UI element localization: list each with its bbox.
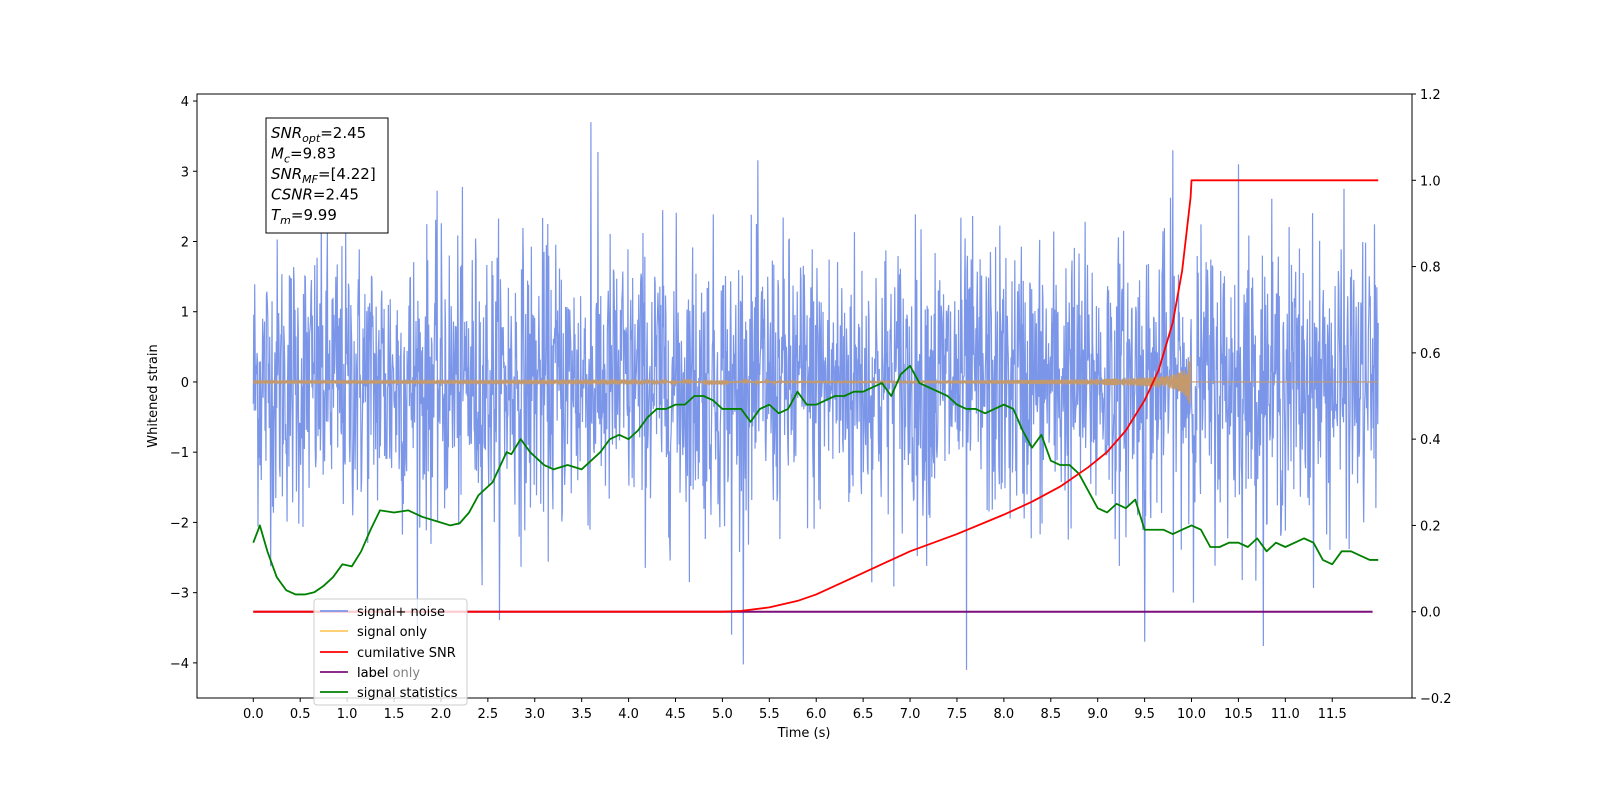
legend-label: signal+ noise — [357, 605, 445, 620]
legend-frame — [313, 598, 468, 706]
y2-tick-label: 0.2 — [1420, 519, 1441, 534]
x-tick-label: 10.0 — [1177, 707, 1206, 722]
x-tick-label: 8.5 — [1040, 707, 1061, 722]
x-tick-label: 9.5 — [1134, 707, 1155, 722]
y2-tick-label: 0.4 — [1420, 433, 1441, 448]
plot-frame — [196, 93, 1413, 699]
x-tick-label: 6.5 — [853, 707, 874, 722]
x-tick-label: 6.0 — [806, 707, 827, 722]
x-tick-label: 1.0 — [337, 707, 358, 722]
legend-label: signal only — [357, 625, 427, 640]
x-tick-label: 11.0 — [1271, 707, 1300, 722]
x-tick-label: 11.5 — [1318, 707, 1347, 722]
y-axis-label: Whitened strain — [146, 344, 161, 447]
y-axis-right: 1.2 1.0 0.8 0.6 0.4 0.2 0.0 −0.2 — [1412, 88, 1452, 707]
legend-label: signal statistics — [357, 686, 458, 701]
x-tick-label: 5.0 — [712, 707, 733, 722]
series-signal-noise — [252, 122, 1379, 670]
x-tick-label: 3.0 — [524, 707, 545, 722]
series-signal-statistics — [252, 364, 1379, 596]
annotation-frame — [265, 117, 389, 234]
x-tick-label: 7.0 — [900, 707, 921, 722]
legend: label only signal+ noise signal only cumila… — [313, 598, 468, 706]
x-axis-label: Time (s) — [777, 726, 831, 741]
x-tick-label: 3.5 — [571, 707, 592, 722]
x-tick-label: 2.0 — [431, 707, 452, 722]
y2-tick-label: 0.0 — [1420, 606, 1441, 621]
x-tick-label: 2.5 — [478, 707, 499, 722]
y-tick-label: −4 — [170, 657, 189, 672]
legend-label: label — [357, 666, 388, 681]
annotation-line: SNRopt=2.45 — [271, 124, 366, 145]
x-tick-label: 0.5 — [290, 707, 311, 722]
legend-label: cumilative SNR — [357, 646, 456, 661]
x-tick-label: 4.5 — [665, 707, 686, 722]
x-tick-label: 8.0 — [994, 707, 1015, 722]
y2-tick-label: 0.6 — [1420, 347, 1441, 362]
y-tick-label: −1 — [170, 446, 189, 461]
y2-tick-label: 1.0 — [1420, 174, 1441, 189]
legend-hidden-label: label only — [357, 666, 420, 681]
y-tick-label: 3 — [181, 165, 189, 180]
x-axis: 0.0 0.5 1.0 1.5 2.0 2.5 3.0 3.5 4.0 4.5 5.0 5.5 6.0 6… — [243, 698, 1347, 722]
y-tick-label: −3 — [170, 587, 189, 602]
annotation-line: SNRMF=[4.22] — [271, 165, 376, 186]
x-tick-label: 10.5 — [1224, 707, 1253, 722]
series-cumulative-snr — [253, 179, 1379, 613]
y-axis-left: 4 3 2 1 0 −1 −2 −3 −4 — [170, 95, 197, 672]
x-tick-label: 9.0 — [1087, 707, 1108, 722]
y-tick-label: 1 — [181, 306, 189, 321]
y2-tick-label: 1.2 — [1420, 88, 1441, 103]
x-tick-label: 1.5 — [384, 707, 405, 722]
series-signal-only — [252, 355, 1379, 404]
y-tick-label: 4 — [181, 95, 189, 110]
x-tick-label: 5.5 — [759, 707, 780, 722]
y-tick-label: −2 — [170, 516, 189, 531]
annotation-line: Tm=9.99 — [271, 206, 337, 227]
y2-tick-label: −0.2 — [1420, 692, 1452, 707]
annotation-line: Mc=9.83 — [271, 145, 336, 166]
y-tick-label: 0 — [181, 376, 189, 391]
y2-tick-label: 0.8 — [1420, 261, 1441, 276]
x-tick-label: 4.0 — [618, 707, 639, 722]
annotation-line: CSNR=2.45 — [271, 186, 359, 204]
x-tick-label: 7.5 — [947, 707, 968, 722]
x-tick-label: 0.0 — [243, 707, 264, 722]
y-tick-label: 2 — [181, 235, 189, 250]
